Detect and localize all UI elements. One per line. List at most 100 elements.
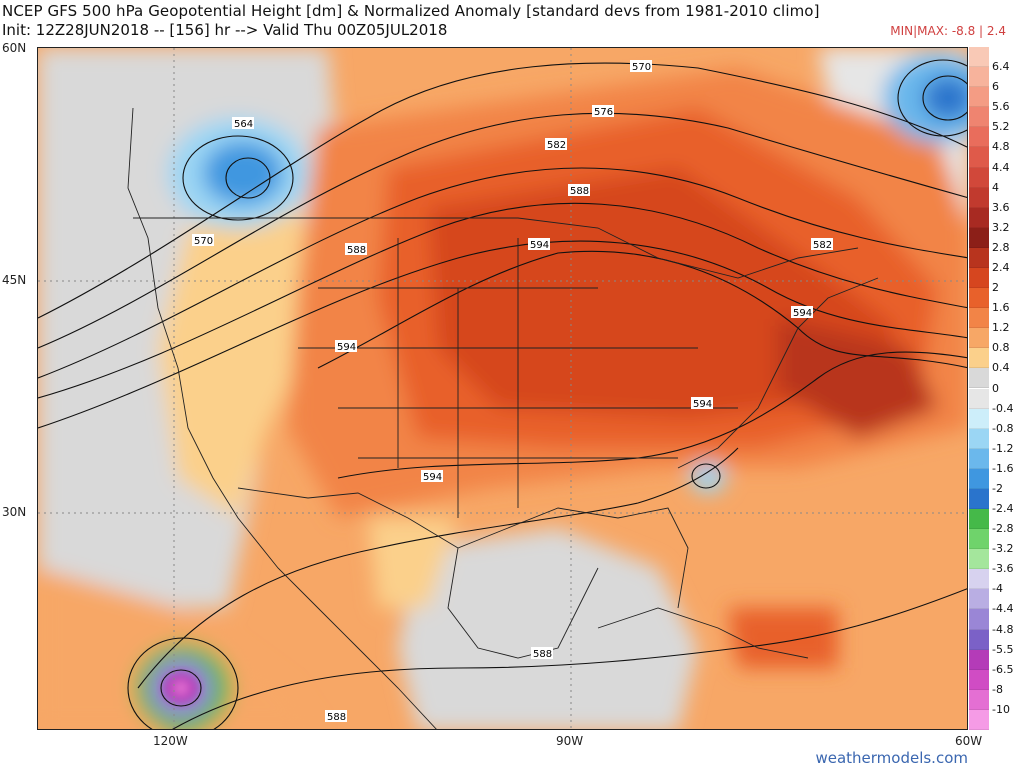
contour-labels: 570 576 582 588 594 564 570 588 594 582 … [192,60,833,723]
map-title: NCEP GFS 500 hPa Geopotential Height [dm… [2,2,820,20]
legend-swatch [969,267,989,289]
lon-label-120w: 120W [153,734,188,748]
legend-swatch [969,288,989,309]
color-legend [969,47,989,730]
legend-swatch [969,488,989,510]
legend-label: 0.8 [992,341,1010,355]
political-borders [127,107,879,729]
legend-swatch [969,609,989,630]
legend-swatch [969,629,989,650]
contour-label: 594 [423,472,442,483]
legend-swatch [969,308,989,329]
legend-label: -2 [992,481,1003,495]
legend-swatch [969,227,989,248]
legend-label: 4.8 [992,140,1010,154]
legend-label: 1.6 [992,301,1010,315]
legend-swatch [969,529,989,550]
legend-swatch [969,187,989,208]
legend-label: -0.8 [992,421,1014,435]
legend-swatch [969,388,989,409]
contour-label: 594 [793,308,812,319]
legend-label: 3.2 [992,220,1010,234]
legend-swatch [969,569,989,590]
legend-label: -6.5 [992,662,1014,676]
contour-label: 594 [337,342,356,353]
legend-label: 0 [992,381,999,395]
legend-swatch [969,408,989,429]
legend-label: -4.4 [992,602,1014,616]
legend-label: -3.2 [992,542,1014,556]
lat-label-45n: 45N [2,273,27,287]
contour-label: 594 [530,240,549,251]
min-max-readout: MIN|MAX: -8.8 | 2.4 [890,24,1006,38]
contour-label: 588 [570,186,589,197]
contour-label: 570 [632,62,651,73]
legend-swatch [969,167,989,188]
legend-label: -5.5 [992,642,1014,656]
legend-label: -2.4 [992,502,1014,516]
contour-label: 582 [547,140,566,151]
legend-label: -2.8 [992,522,1014,536]
legend-swatch [969,348,989,369]
legend-label: -0.4 [992,401,1014,415]
legend-swatch [969,87,989,108]
legend-swatch [969,247,989,268]
legend-swatch [969,127,989,148]
height-contours [38,59,967,729]
hurricane-core [163,672,199,704]
legend-label: -4 [992,582,1003,596]
contour-label: 588 [327,712,346,723]
map-subtitle: Init: 12Z28JUN2018 -- [156] hr --> Valid… [2,21,448,39]
legend-label: 2.8 [992,240,1010,254]
legend-swatch [969,147,989,168]
legend-swatch [969,549,989,570]
legend-swatch [969,509,989,530]
legend-label: -1.6 [992,461,1014,475]
legend-label: 3.6 [992,200,1010,214]
legend-swatch [969,448,989,469]
contour-label: 588 [347,245,366,256]
legend-label: 4 [992,180,999,194]
legend-swatch [969,709,989,730]
legend-swatch [969,328,989,349]
legend-label: 6.4 [992,60,1010,74]
legend-swatch [969,669,989,690]
legend-swatch [969,47,989,68]
legend-label: -4.8 [992,622,1014,636]
lat-label-30n: 30N [2,505,27,519]
legend-label: -8 [992,682,1003,696]
lon-label-60w: 60W [955,734,983,748]
contour-label: 564 [234,119,253,130]
contour-label: 576 [594,107,613,118]
contour-label: 588 [533,649,552,660]
legend-label: 4.4 [992,160,1010,174]
legend-label: 2.4 [992,260,1010,274]
legend-label: -1.2 [992,441,1014,455]
anomaly-shading [38,48,967,729]
graticule [38,48,967,729]
legend-swatch [969,689,989,710]
map-canvas: 570 576 582 588 594 564 570 588 594 582 … [38,48,967,729]
legend-label: 1.2 [992,321,1010,335]
contour-label: 570 [194,236,213,247]
legend-label: 2 [992,281,999,295]
lat-label-60n: 60N [2,41,27,55]
contour-label: 582 [813,240,832,251]
legend-label: 6 [992,80,999,94]
legend-label: -3.6 [992,562,1014,576]
anomaly-map: 570 576 582 588 594 564 570 588 594 582 … [37,47,968,730]
legend-swatch [969,428,989,449]
legend-swatch [969,649,989,670]
legend-swatch [969,107,989,128]
legend-swatch [969,207,989,228]
legend-swatch [969,368,989,389]
legend-swatch [969,468,989,489]
legend-swatch [969,589,989,610]
contour-label: 594 [693,399,712,410]
legend-label: -10 [992,702,1010,716]
lon-label-90w: 90W [556,734,584,748]
site-credit: weathermodels.com [815,749,968,767]
legend-label: 5.2 [992,120,1010,134]
legend-swatch [969,67,989,88]
legend-label: 5.6 [992,100,1010,114]
